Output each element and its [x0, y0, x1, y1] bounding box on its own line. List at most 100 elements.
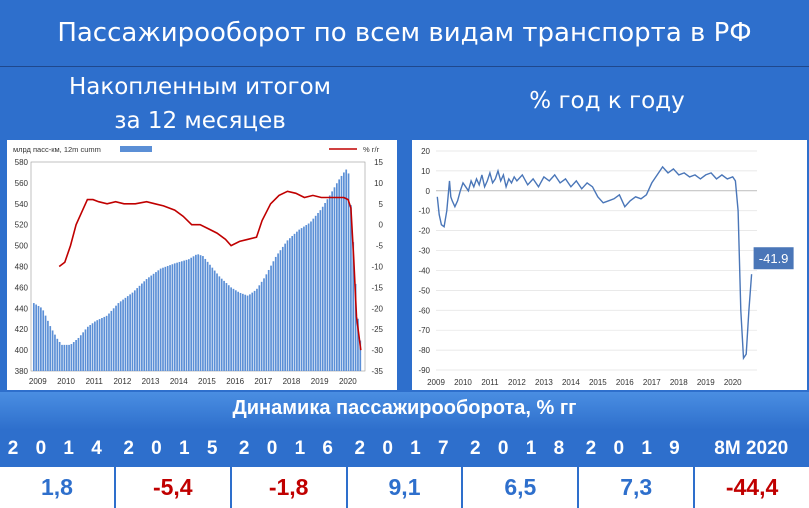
bar [307, 223, 310, 371]
y-tick-label: 380 [15, 367, 29, 376]
bar [159, 268, 162, 371]
table-title-band [0, 392, 809, 430]
y2-tick-label: -20 [371, 304, 383, 313]
x-tick-label: 2010 [57, 377, 75, 386]
x-tick-label: 2011 [86, 377, 104, 386]
bar [152, 273, 155, 371]
year-value: -44,4 [695, 467, 809, 508]
x-tick-label: 2015 [198, 377, 216, 386]
bar [249, 294, 251, 371]
bar [47, 320, 49, 371]
x-tick-label: 2014 [562, 378, 580, 387]
x-tick-label: 2018 [283, 377, 301, 386]
bar [82, 332, 84, 371]
bar [195, 254, 197, 371]
legend-swatch-bars [120, 146, 152, 152]
left-subtitle-line1: Накопленным итогом [68, 74, 332, 100]
year-value: 9,1 [347, 467, 462, 508]
bar [277, 253, 279, 371]
cumulative-chart: 380 400 420 440 460 480 500 520 540 560 580 15 10 5 0 -… [13, 145, 384, 386]
bar [129, 294, 131, 371]
bar [185, 259, 188, 371]
bar [68, 344, 70, 371]
bar [166, 265, 169, 371]
y2-tick-label: -15 [371, 283, 383, 292]
x-tick-label: 2012 [508, 378, 526, 387]
bar [300, 228, 303, 371]
bar [77, 337, 80, 371]
bar [272, 261, 275, 371]
bar [347, 173, 350, 371]
bar [338, 179, 341, 371]
bar [202, 256, 204, 371]
bar [56, 338, 59, 371]
bar [331, 191, 333, 371]
bar [225, 283, 228, 371]
bar [169, 265, 171, 371]
y-tick-label: 580 [15, 158, 29, 167]
bar [176, 262, 178, 371]
x-tick-label: 2019 [697, 378, 715, 387]
bar [324, 202, 326, 371]
bar [333, 187, 336, 371]
bar [94, 321, 96, 371]
bar [178, 261, 181, 371]
bar [239, 292, 242, 371]
bar [173, 263, 176, 371]
y-tick-label: -20 [418, 227, 430, 236]
bar [343, 172, 345, 371]
bar [119, 301, 122, 371]
year-header: 2 0 1 6 [238, 438, 339, 459]
bar [70, 344, 73, 371]
y-tick-label: 520 [15, 221, 29, 230]
year-header: 2 0 1 4 [7, 438, 108, 459]
legend-label-bars: млрд пасс-км, 12m cumm [13, 145, 101, 154]
bar [98, 319, 101, 371]
left-subtitle-line2: за 12 месяцев [114, 108, 286, 134]
bar [345, 169, 348, 371]
annotation-label: -41.9 [759, 251, 789, 266]
yoy-chart-panel: 20 10 0 -10 -20 -30 -40 -50 -60 -70 -80 -90 2009 2010… [412, 140, 807, 390]
bar [274, 256, 277, 371]
annotation-box [753, 247, 794, 270]
bar [72, 342, 75, 371]
bar [326, 199, 329, 371]
y-tick-label: 10 [421, 167, 430, 176]
bar [136, 288, 139, 371]
bar [44, 315, 47, 371]
x-tick-label: 2020 [724, 378, 742, 387]
bar [206, 261, 209, 371]
bar [58, 341, 61, 371]
y-tick-label: -80 [418, 346, 430, 355]
bar [288, 238, 291, 371]
y-tick-label: 500 [15, 242, 29, 251]
bar [267, 269, 270, 371]
year-header: 2 0 1 8 [470, 438, 571, 459]
bar [138, 285, 141, 371]
bar [213, 270, 216, 371]
bar [227, 285, 230, 371]
cumulative-chart-panel: 380 400 420 440 460 480 500 520 540 560 580 15 10 5 0 -… [7, 140, 397, 390]
bar [155, 272, 157, 371]
x-tick-label: 2012 [113, 377, 131, 386]
y-tick-label: 20 [421, 147, 430, 156]
y-tick-label: -40 [418, 266, 430, 275]
bar [298, 229, 301, 371]
bar [296, 231, 298, 371]
bar [230, 287, 232, 371]
y-tick-label: 480 [15, 263, 29, 272]
bar [126, 296, 129, 371]
bar [263, 278, 265, 371]
year-header: 2 0 1 7 [354, 438, 455, 459]
bar [286, 240, 289, 371]
year-header: 8М 2020 [714, 438, 789, 459]
bar [291, 236, 294, 371]
year-value: -5,4 [115, 467, 230, 508]
x-tick-label: 2020 [339, 377, 357, 386]
left-subtitle: Накопленным итогом за 12 месяцев [0, 70, 400, 138]
bar [32, 303, 35, 371]
bar [171, 264, 174, 371]
page-title: Пассажирооборот по всем видам транспорта… [57, 18, 752, 48]
bar [340, 175, 343, 371]
